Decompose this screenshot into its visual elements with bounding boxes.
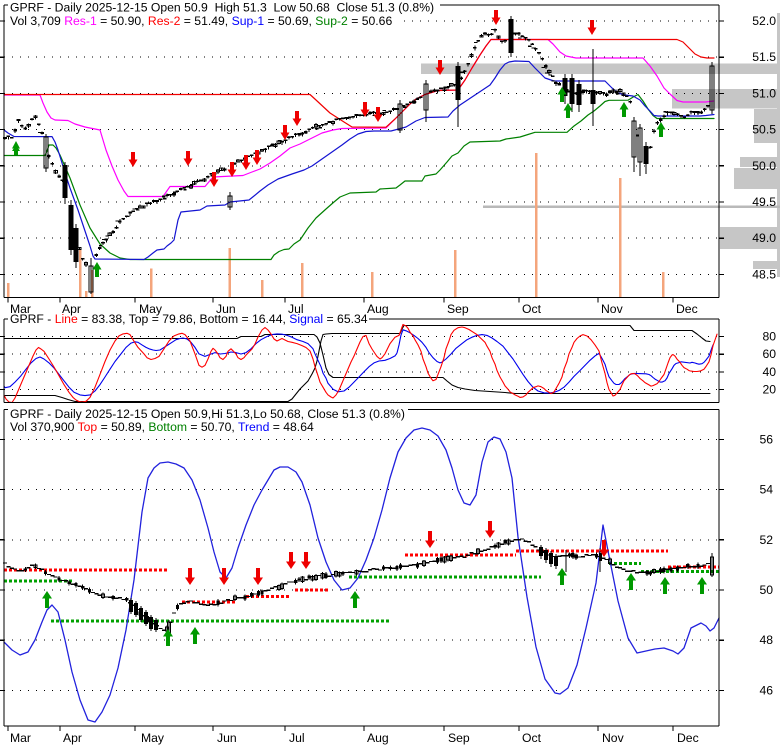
svg-text:48.5: 48.5 <box>752 267 776 281</box>
svg-text:May: May <box>141 731 165 745</box>
svg-text:Jun: Jun <box>216 302 236 316</box>
svg-text:52.0: 52.0 <box>752 14 776 28</box>
svg-text:Dec: Dec <box>676 302 698 316</box>
svg-text:Mar: Mar <box>10 731 31 745</box>
svg-text:Vol 370,900 Top = 50.89, Botto: Vol 370,900 Top = 50.89, Bottom = 50.70,… <box>10 420 314 434</box>
svg-text:Sep: Sep <box>448 731 470 745</box>
svg-text:80: 80 <box>762 330 776 344</box>
svg-text:Jul: Jul <box>289 731 305 745</box>
svg-text:56: 56 <box>759 432 773 446</box>
svg-text:51.0: 51.0 <box>752 86 776 100</box>
svg-text:Vol 3,709 Res-1 = 50.90, Res-2: Vol 3,709 Res-1 = 50.90, Res-2 = 51.49, … <box>10 14 392 28</box>
svg-text:Jul: Jul <box>288 302 304 316</box>
svg-text:Sep: Sep <box>447 302 469 316</box>
svg-text:Oct: Oct <box>522 302 542 316</box>
svg-text:40: 40 <box>762 365 776 379</box>
svg-text:48: 48 <box>759 633 773 647</box>
svg-text:51.5: 51.5 <box>752 50 776 64</box>
svg-text:Apr: Apr <box>62 302 81 316</box>
svg-text:May: May <box>139 302 163 316</box>
svg-text:50: 50 <box>759 583 773 597</box>
svg-text:60: 60 <box>762 347 776 361</box>
svg-text:50.0: 50.0 <box>752 159 776 173</box>
svg-text:GPRF - Daily 2025-12-15 Open 5: GPRF - Daily 2025-12-15 Open 50.9,Hi 51.… <box>10 407 405 421</box>
svg-text:GPRF - Line = 83.38, Top = 79.: GPRF - Line = 83.38, Top = 79.86, Bottom… <box>10 312 368 326</box>
svg-text:Dec: Dec <box>677 731 699 745</box>
svg-text:46: 46 <box>759 683 773 697</box>
svg-text:Mar: Mar <box>10 302 31 316</box>
svg-text:Jun: Jun <box>217 731 237 745</box>
svg-text:Nov: Nov <box>601 302 624 316</box>
svg-text:54: 54 <box>759 483 773 497</box>
svg-text:52: 52 <box>759 533 773 547</box>
svg-text:Aug: Aug <box>367 731 389 745</box>
svg-text:50.5: 50.5 <box>752 123 776 137</box>
svg-text:GPRF - Daily 2025-12-15 Open 5: GPRF - Daily 2025-12-15 Open 50.9 High 5… <box>10 1 434 15</box>
svg-text:20: 20 <box>762 383 776 397</box>
svg-text:49.0: 49.0 <box>752 231 776 245</box>
svg-text:Oct: Oct <box>522 731 542 745</box>
svg-text:Aug: Aug <box>367 302 389 316</box>
svg-text:Apr: Apr <box>63 731 82 745</box>
svg-text:Nov: Nov <box>602 731 625 745</box>
svg-text:49.5: 49.5 <box>752 195 776 209</box>
